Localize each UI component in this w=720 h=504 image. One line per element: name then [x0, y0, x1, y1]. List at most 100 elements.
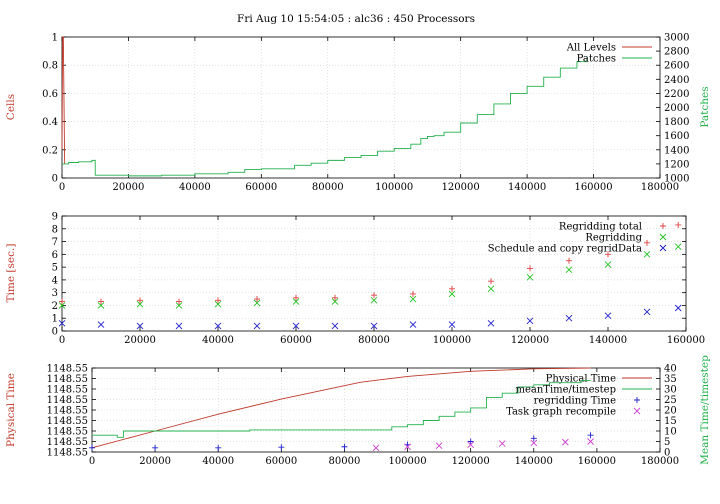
data-point [467, 438, 474, 445]
x-tick-label: 80000 [312, 182, 344, 193]
data-point [332, 294, 338, 301]
data-point [674, 304, 682, 312]
x-tick-label: 180000 [641, 182, 679, 193]
data-point [410, 290, 416, 297]
data-point [371, 292, 377, 299]
data-point [487, 285, 495, 293]
x-tick-label: 60000 [245, 182, 277, 193]
legend-label: meanTime/timestep [515, 385, 616, 396]
data-point [136, 322, 144, 330]
data-point [136, 300, 144, 308]
series-schedule-and-copy-regriddata [58, 304, 682, 330]
y2-tick-label: 40 [664, 364, 677, 375]
y-axis-label: Time [sec.] [5, 244, 17, 303]
data-point [97, 321, 105, 328]
data-point [675, 221, 682, 228]
series-meantime-timestep [91, 380, 591, 438]
data-point [526, 274, 534, 281]
legend-label: All Levels [566, 43, 616, 54]
y-tick-label: 4 [52, 275, 58, 286]
y2-tick-label: 3000 [664, 33, 689, 44]
legend-label: regridding Time [534, 396, 616, 407]
y-tick-label: 0.4 [42, 117, 58, 128]
data-point [409, 295, 417, 303]
y-tick-label: 2 [52, 301, 58, 312]
data-point [562, 438, 569, 446]
x-tick-label: 60000 [265, 456, 297, 467]
legend-swatch [660, 223, 666, 229]
series-patches-line [62, 56, 588, 177]
x-tick-label: 40000 [179, 182, 211, 193]
data-point [214, 322, 222, 330]
data-point [215, 297, 221, 304]
series-task-graph-recompile [372, 438, 594, 452]
y-tick-label: 1148.55 [47, 385, 88, 396]
data-point [97, 302, 105, 309]
data-point [253, 299, 261, 307]
data-point [370, 297, 378, 304]
data-point [566, 257, 572, 264]
y-tick-label: 1 [52, 33, 58, 44]
y-tick-label: 7 [52, 237, 58, 248]
y-tick-label: 0.2 [42, 145, 58, 156]
x-tick-label: 140000 [589, 335, 627, 346]
legend-label: Physical Time [546, 374, 616, 385]
legend-swatch [659, 244, 667, 252]
figure-title: Fri Aug 10 15:54:05 : alc36 : 450 Proces… [237, 13, 475, 25]
x-tick-label: 20000 [139, 456, 171, 467]
x-tick-label: 100000 [388, 456, 426, 467]
data-point [435, 442, 443, 450]
data-point [409, 321, 417, 328]
legend-label: Patches [577, 54, 616, 65]
x-tick-label: 80000 [358, 335, 390, 346]
x-tick-label: 120000 [511, 335, 549, 346]
x-tick-label: 100000 [433, 335, 471, 346]
data-point [674, 243, 682, 250]
y2-tick-label: 35 [664, 374, 677, 385]
data-point [448, 290, 456, 298]
y-tick-label: 1148.55 [47, 395, 88, 406]
data-point [488, 278, 494, 285]
data-point [498, 440, 506, 447]
x-tick-label: 160000 [667, 335, 705, 346]
data-point [214, 300, 222, 308]
y-tick-label: 0 [52, 327, 58, 338]
data-point [467, 441, 474, 448]
x-tick-label: 0 [59, 182, 65, 193]
legend-label: Regridding [585, 233, 642, 244]
y-tick-label: 1148.55 [47, 374, 88, 385]
x-tick-label: 160000 [578, 456, 616, 467]
legend-label: Task graph recompile [506, 407, 616, 418]
x-tick-label: 0 [89, 456, 95, 467]
y-axis-label: Physical Time [5, 373, 17, 447]
data-point [604, 312, 612, 319]
data-point [278, 444, 285, 451]
y-tick-label: 3 [52, 288, 58, 299]
x-tick-label: 20000 [124, 335, 156, 346]
y2-tick-label: 25 [664, 395, 677, 406]
y2-tick-label: 1400 [664, 145, 689, 156]
x-tick-label: 80000 [329, 456, 361, 467]
data-point [605, 251, 611, 258]
x-tick-label: 120000 [452, 456, 490, 467]
y2-tick-label: 1600 [664, 131, 689, 142]
y2-tick-label: 20 [664, 406, 677, 417]
y2-tick-label: 2600 [664, 61, 689, 72]
y2-tick-label: 1000 [664, 174, 689, 185]
y2-tick-label: 10 [664, 427, 677, 438]
y-tick-label: 1148.55 [47, 364, 88, 375]
x-tick-label: 140000 [508, 182, 546, 193]
x-tick-label: 40000 [202, 335, 234, 346]
data-point [526, 317, 534, 325]
legend-label: Regridding total [559, 222, 642, 233]
y-tick-label: 1 [52, 314, 58, 325]
chart-time: 0 20000 40000 60000 80000 100000 120000 140000 1… [5, 212, 705, 347]
x-tick-label: 120000 [442, 182, 480, 193]
data-point [449, 285, 455, 292]
data-point [370, 322, 378, 330]
data-point [175, 322, 183, 330]
x-tick-label: 160000 [574, 182, 612, 193]
y2-tick-label: 2000 [664, 103, 689, 114]
data-point [644, 239, 650, 246]
